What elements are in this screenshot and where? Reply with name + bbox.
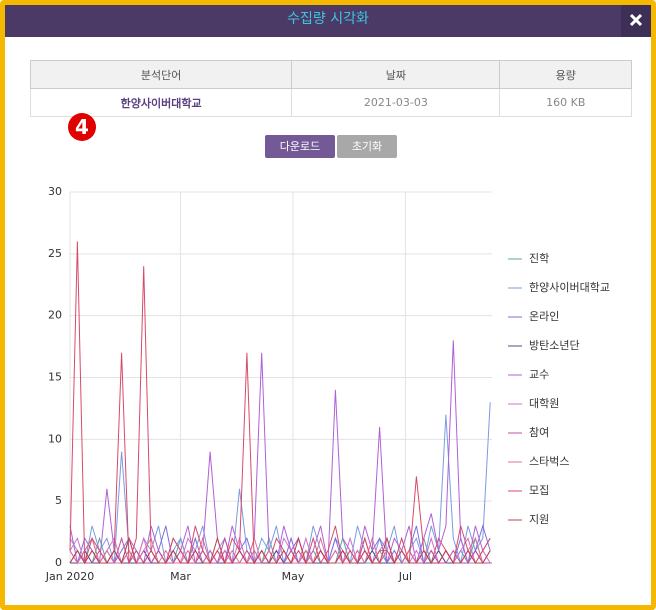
legend-label: 온라인 [529,310,559,323]
modal-header: 수집량 시각화 [5,5,651,37]
legend-label: 대학원 [529,397,559,410]
step-badge: 4 [68,113,96,141]
column-header: 날짜 [291,60,501,89]
modal-title: 수집량 시각화 [287,11,369,27]
y-tick-label: 0 [55,556,62,569]
cell: 160 KB [499,88,632,117]
download-button[interactable]: 다운로드 [265,135,335,158]
legend-label: 한양사이버대학교 [529,281,610,294]
series-line [69,536,491,565]
y-tick-label: 5 [55,494,62,507]
series-line [69,241,491,565]
legend-label: 모집 [529,484,549,497]
y-tick-label: 15 [48,371,62,384]
legend-label: 참여 [529,426,549,439]
legend-label: 교수 [529,368,549,381]
column-header: 분석단어 [29,60,293,89]
cell: 2021-03-03 [291,88,501,117]
column-header: 용량 [499,60,632,89]
x-tick-label: May [282,570,305,583]
legend-label: 방탄소년단 [529,339,580,352]
series-line [69,536,491,565]
legend-label: 진학 [529,252,549,265]
series-line [69,536,491,565]
series-line [69,402,491,565]
x-tick-label: Mar [170,570,191,583]
series-line [69,536,491,565]
x-tick-label: Jul [398,570,412,583]
cell: 한양사이버대학교 [29,88,293,117]
info-table: 분석단어 날짜 용량 한양사이버대학교 2021-03-03 160 KB [29,60,632,117]
close-button[interactable] [621,5,651,37]
legend-label: 스타벅스 [529,455,569,468]
series-line [69,340,491,565]
series-line [69,536,491,565]
y-tick-label: 25 [48,247,62,260]
legend-label: 지원 [529,513,549,526]
reset-button[interactable]: 초기화 [337,135,397,158]
x-tick-label: Jan 2020 [45,570,94,583]
y-tick-label: 20 [48,309,62,322]
close-icon [629,13,643,27]
series-line [70,549,491,564]
series-line [69,524,491,565]
y-tick-label: 30 [48,185,62,198]
y-tick-label: 10 [48,432,62,445]
